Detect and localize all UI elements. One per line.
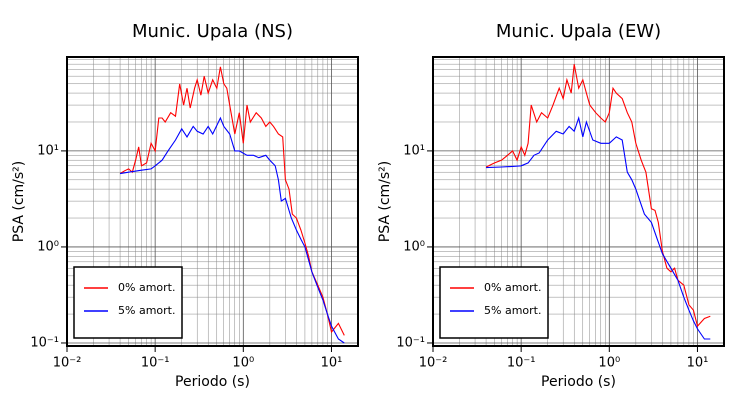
plot-frame xyxy=(66,56,359,347)
legend-label: 5% amort. xyxy=(484,304,541,317)
series-line xyxy=(485,64,711,328)
plot-frame xyxy=(432,56,725,347)
x-tick-label: 10¹ xyxy=(321,356,343,371)
series-line xyxy=(120,116,345,344)
legend-label: 0% amort. xyxy=(484,281,541,294)
y-tick-label: 10⁰ xyxy=(403,239,425,254)
y-tick-label: 10⁻¹ xyxy=(30,335,59,350)
x-tick-label: 10⁻² xyxy=(53,356,82,371)
chart-title: Munic. Upala (NS) xyxy=(132,21,293,42)
y-tick-label: 10¹ xyxy=(37,143,59,158)
legend-label: 5% amort. xyxy=(118,304,175,317)
x-tick-label: 10⁰ xyxy=(598,356,620,371)
legend-box xyxy=(439,266,549,339)
series-line xyxy=(486,115,711,340)
x-axis-label: Periodo (s) xyxy=(541,374,616,390)
x-tick-label: 10¹ xyxy=(687,356,709,371)
x-axis-label: Periodo (s) xyxy=(175,374,250,390)
y-tick-label: 10¹ xyxy=(403,143,425,158)
legend-label: 0% amort. xyxy=(118,281,175,294)
chart-title: Munic. Upala (EW) xyxy=(496,21,661,42)
x-tick-label: 10⁻¹ xyxy=(141,356,170,371)
y-tick-label: 10⁻¹ xyxy=(396,335,425,350)
y-tick-label: 10⁰ xyxy=(37,239,59,254)
series-line xyxy=(119,66,345,336)
x-tick-label: 10⁻¹ xyxy=(507,356,536,371)
legend-box xyxy=(73,266,183,339)
x-tick-label: 10⁰ xyxy=(232,356,254,371)
x-tick-label: 10⁻² xyxy=(419,356,448,371)
y-axis-label: PSA (cm/s²) xyxy=(11,161,27,243)
y-axis-label: PSA (cm/s²) xyxy=(377,161,393,243)
